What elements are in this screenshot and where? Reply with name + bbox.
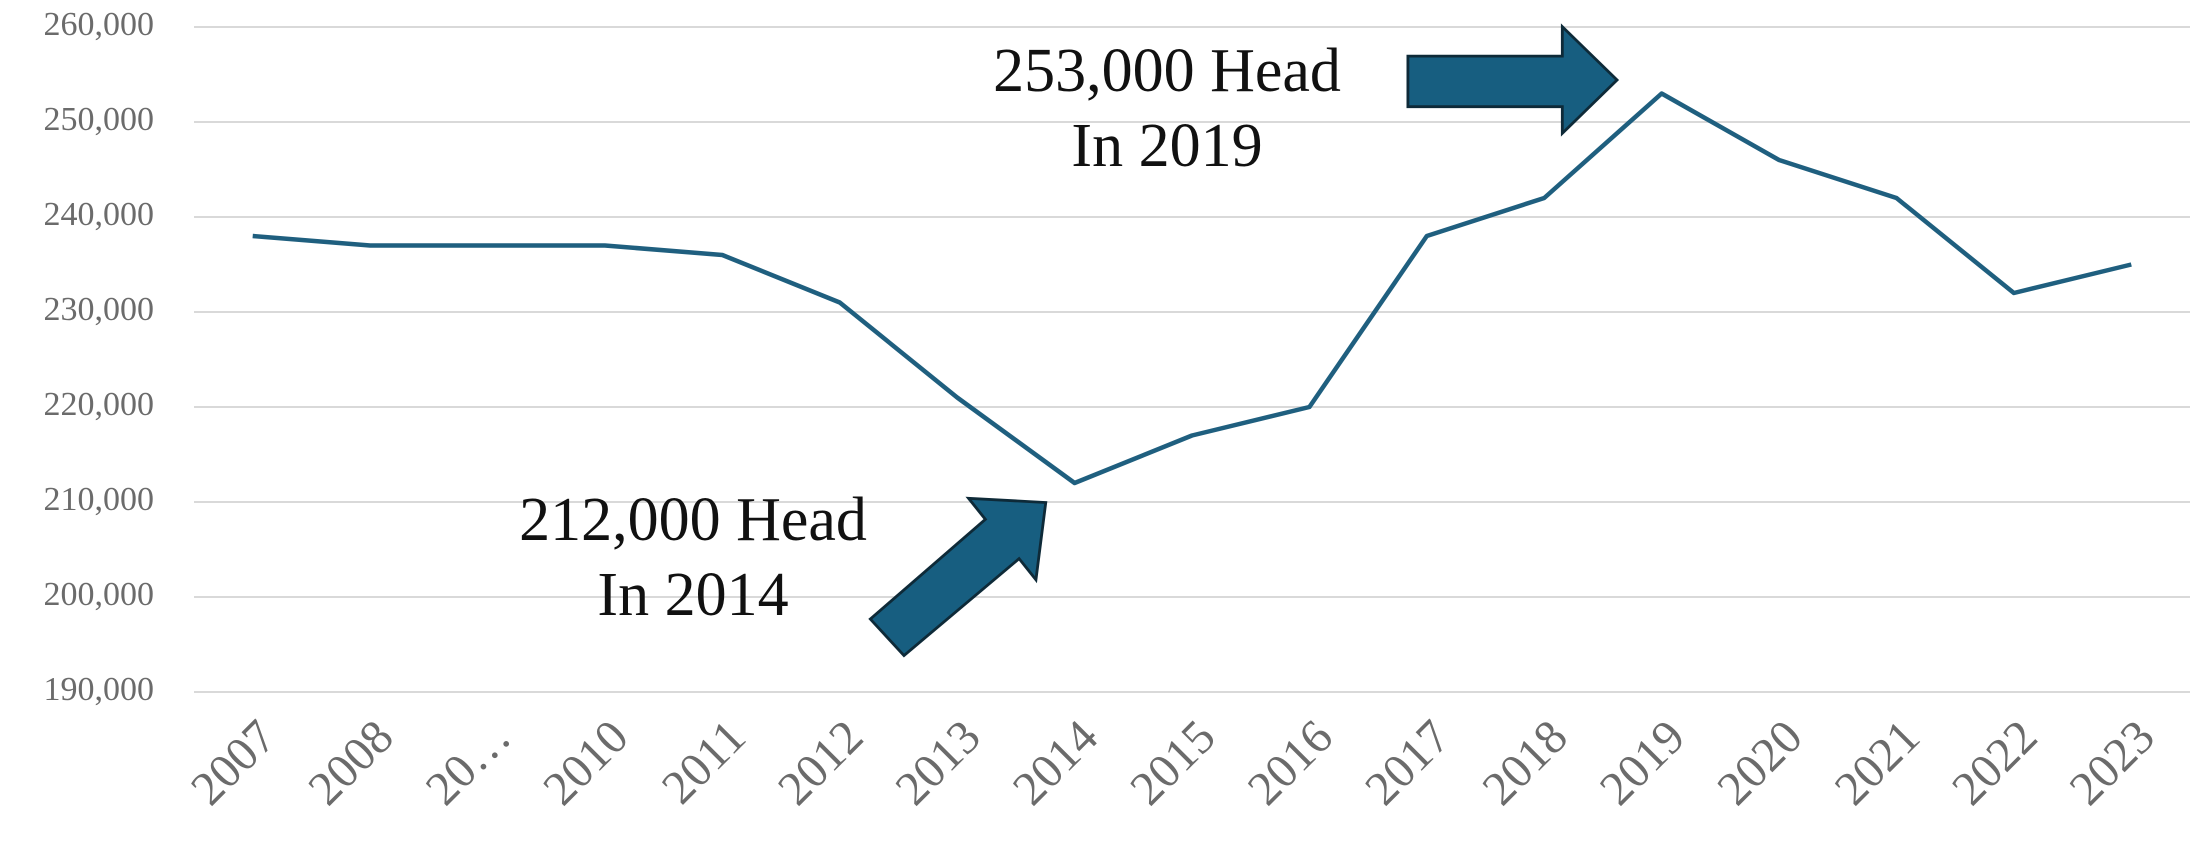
- x-tick-label: 2010: [533, 710, 638, 815]
- y-tick-label: 210,000: [44, 481, 155, 518]
- x-tick-label: 2019: [1590, 710, 1695, 815]
- x-tick-label: 2021: [1825, 710, 1930, 815]
- x-tick-label: 2020: [1707, 710, 1812, 815]
- data-line: [252, 91, 2132, 486]
- y-tick-label: 190,000: [44, 671, 155, 708]
- x-tick-label: 2013: [885, 710, 990, 815]
- x-tick-label: 2023: [2060, 710, 2165, 815]
- annotation: In 2019: [1071, 112, 1262, 180]
- y-tick-label: 200,000: [44, 576, 155, 613]
- y-tick-label: 220,000: [44, 386, 155, 423]
- x-tick-label: 2011: [652, 710, 756, 814]
- annotation: 212,000 Head: [519, 486, 867, 554]
- annotation: 253,000 Head: [993, 37, 1341, 105]
- x-tick-label: 2022: [1942, 710, 2047, 815]
- y-tick-label: 250,000: [44, 101, 155, 138]
- x-tick-label: 2015: [1120, 710, 1225, 815]
- x-tick-label: 2014: [1003, 710, 1108, 815]
- y-tick-label: 240,000: [44, 196, 155, 233]
- x-tick-label: 2018: [1472, 710, 1577, 815]
- annotation: In 2014: [597, 561, 788, 629]
- x-tick-label: 2016: [1238, 710, 1343, 815]
- y-tick-label: 230,000: [44, 291, 155, 328]
- x-tick-label: 2017: [1355, 710, 1460, 815]
- arrow-right: [1406, 23, 1620, 137]
- arrows: [868, 23, 1620, 658]
- x-tick-label: 2012: [768, 710, 873, 815]
- x-tick-label: 2008: [298, 710, 403, 815]
- x-tick-label: 2007: [181, 710, 286, 815]
- arrow-diagonal: [868, 496, 1048, 658]
- y-tick-label: 260,000: [44, 6, 155, 43]
- x-tick-label: 20…: [416, 710, 521, 815]
